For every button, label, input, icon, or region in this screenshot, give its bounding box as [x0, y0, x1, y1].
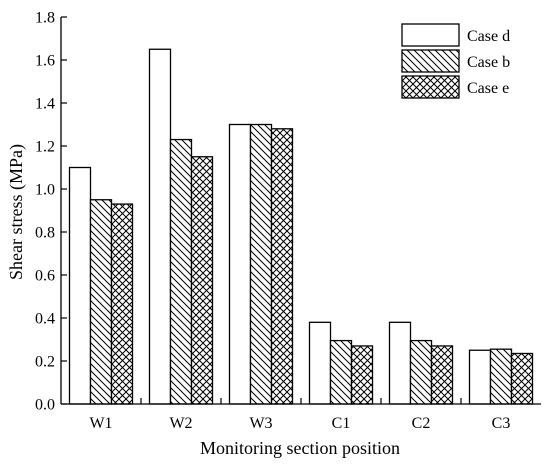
legend-swatch-series-3 [401, 75, 460, 99]
y-tick-label: 1.0 [35, 182, 55, 199]
y-tick-label: 0.4 [35, 311, 55, 328]
bar-c2-series-1 [388, 321, 412, 405]
bar-w1-series-2 [89, 199, 113, 405]
x-tick-label: C1 [332, 415, 351, 432]
x-tick-label: C2 [412, 415, 431, 432]
x-tick-label: W2 [169, 415, 192, 432]
bar-c2-series-2 [409, 339, 433, 405]
bar-w2-series-2 [169, 138, 193, 405]
x-tick-label: W1 [89, 415, 112, 432]
axes: 0.0 0.2 0.4 0.6 0.8 1.0 1.2 1.4 1.6 1.8 W1 W2 W3 C1 C2… [35, 10, 541, 432]
bar-w2-series-3 [190, 156, 214, 405]
y-tick-label: 0.2 [35, 354, 55, 371]
bar-w2-series-1 [148, 48, 172, 405]
y-tick-label: 0.0 [35, 397, 55, 414]
bar-w3-series-1 [228, 123, 252, 405]
legend-label-series-2: Case b [467, 54, 510, 71]
y-tick-label: 1.4 [35, 96, 55, 113]
y-tick-label: 0.6 [35, 268, 55, 285]
bar-c3-series-2 [489, 348, 513, 405]
legend-label-series-1: Case d [467, 28, 510, 45]
bar-c3-series-3 [510, 352, 534, 405]
x-tick-label: W3 [249, 415, 272, 432]
y-tick-label: 1.8 [35, 10, 55, 27]
bars [68, 48, 534, 405]
y-tick-label: 1.2 [35, 139, 55, 156]
legend-label-series-3: Case e [467, 80, 509, 97]
bar-w3-series-2 [249, 123, 273, 405]
y-axis-title: Shear stress (MPa) [6, 144, 27, 280]
bar-c3-series-1 [468, 349, 492, 405]
legend: Case d Case b Case e [401, 23, 510, 99]
legend-swatch-series-1 [401, 23, 460, 47]
y-tick-label: 1.6 [35, 53, 55, 70]
y-tick-label: 0.8 [35, 225, 55, 242]
bar-w1-series-1 [68, 166, 92, 405]
x-axis-title: Monitoring section position [200, 438, 400, 458]
bar-w3-series-3 [270, 128, 294, 405]
legend-swatch-series-2 [401, 49, 460, 73]
bar-c1-series-2 [329, 339, 353, 405]
bar-c2-series-3 [430, 345, 454, 405]
bar-w1-series-3 [110, 203, 134, 405]
bar-c1-series-3 [350, 345, 374, 405]
bar-c1-series-1 [308, 321, 332, 405]
x-tick-label: C3 [492, 415, 511, 432]
